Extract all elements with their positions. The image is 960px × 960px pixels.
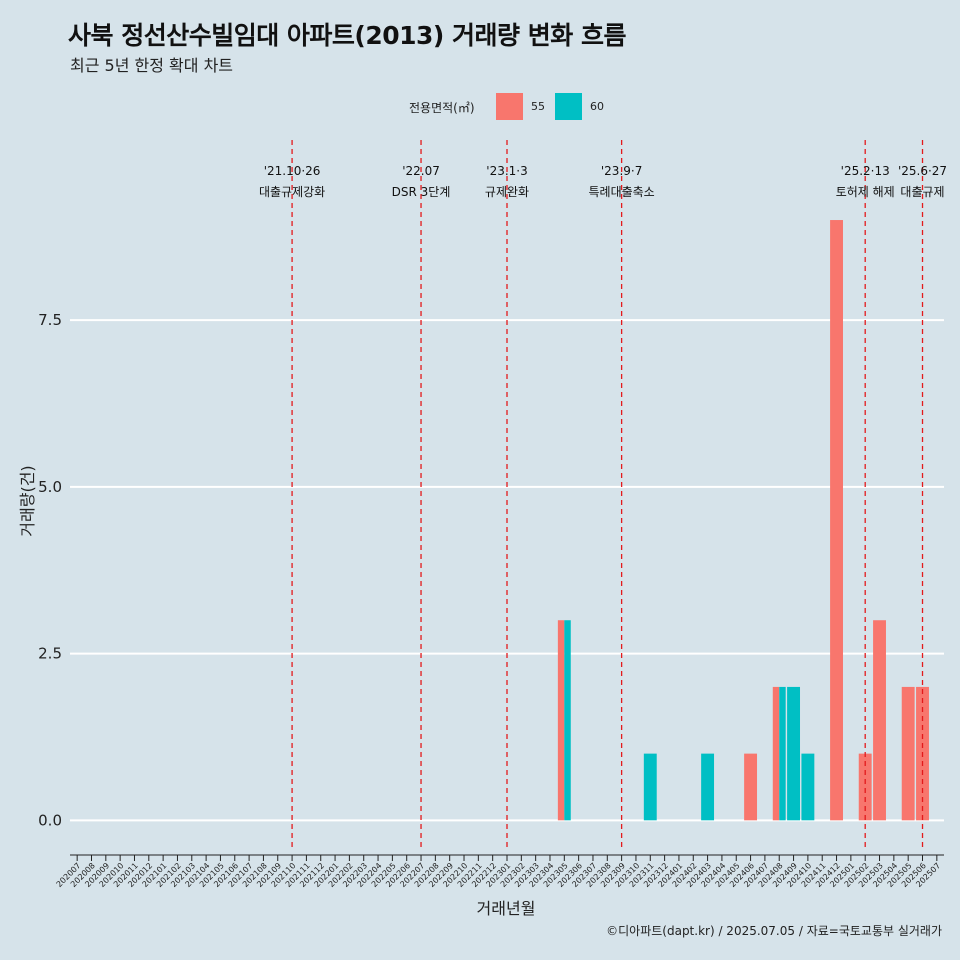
bar-55-202406 <box>744 753 758 821</box>
event-label: 토허제 해제 <box>836 185 895 199</box>
legend-label-60: 60 <box>590 100 604 113</box>
y-axis-title: 거래량(건) <box>18 465 37 536</box>
bar-55-202412 <box>830 220 843 821</box>
bar-layer <box>557 220 929 821</box>
event-label: 규제완화 <box>485 185 529 199</box>
legend-title: 전용면적(㎡) <box>409 101 475 115</box>
event-date-label: '25.2·13 <box>841 164 890 178</box>
legend: 전용면적(㎡) 55 60 <box>0 93 960 123</box>
bar-55-202503 <box>873 620 886 821</box>
event-date-label: '23.1·3 <box>486 164 527 178</box>
bar-60-202409 <box>787 686 801 821</box>
bar-55-202408 <box>772 686 780 821</box>
legend-key-60 <box>555 93 582 120</box>
y-tick-label: 2.5 <box>38 645 62 663</box>
x-axis-title: 거래년월 <box>477 899 536 918</box>
chart-subtitle: 최근 5년 한정 확대 차트 <box>70 56 234 75</box>
bar-60-202410 <box>801 753 815 821</box>
event-date-label: '23.9·7 <box>601 164 642 178</box>
y-tick-label: 7.5 <box>38 311 62 329</box>
event-label: 대출규제강화 <box>259 185 325 199</box>
bar-60-202305 <box>564 620 571 821</box>
event-label: 대출규제 <box>900 185 944 199</box>
event-layer: '21.10·26 대출규제강화 '22.07 DSR 3단계 '23.1·3 규제완화 '… <box>259 140 947 847</box>
caption: ©디아파트(dapt.kr) / 2025.07.05 / 자료=국토교통부 실… <box>606 924 942 938</box>
bar-60-202311 <box>643 753 657 821</box>
bar-55-202305 <box>557 620 565 821</box>
bar-60-202403 <box>701 753 715 821</box>
legend-label-55: 55 <box>531 100 545 113</box>
y-tick-label: 0.0 <box>38 811 62 829</box>
bar-60-202408 <box>779 686 786 821</box>
bar-55-202502 <box>858 753 872 821</box>
legend-key-55 <box>496 93 523 120</box>
bar-55-202505 <box>901 686 915 821</box>
event-date-label: '21.10·26 <box>264 164 321 178</box>
event-date-label: '22.07 <box>402 164 440 178</box>
y-tick-label: 5.0 <box>38 478 62 496</box>
event-date-label: '25.6·27 <box>898 164 947 178</box>
chart-title: 사북 정선산수빌임대 아파트(2013) 거래량 변화 흐름 <box>68 21 626 50</box>
event-label: 특례대출축소 <box>588 185 654 199</box>
event-label: DSR 3단계 <box>392 185 451 199</box>
